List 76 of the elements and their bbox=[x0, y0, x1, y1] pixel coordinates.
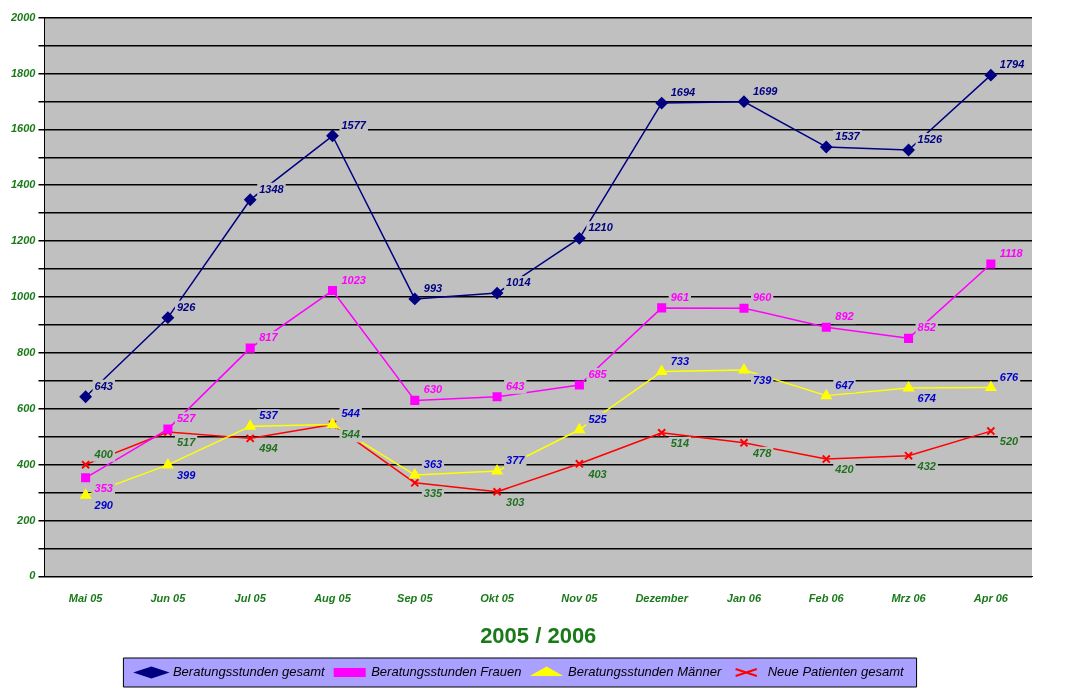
data-label: 643 bbox=[94, 379, 113, 392]
x-tick-label: Mrz 06 bbox=[891, 592, 927, 605]
data-label: 517 bbox=[176, 435, 197, 448]
data-label: 520 bbox=[999, 435, 1020, 448]
data-label: 630 bbox=[423, 383, 444, 396]
data-label: 685 bbox=[588, 368, 608, 381]
legend-label: Beratungsstunden Männer bbox=[568, 664, 722, 680]
data-label: 544 bbox=[341, 428, 360, 441]
data-label: 400 bbox=[93, 447, 114, 460]
legend-label: Beratungsstunden gesamt bbox=[172, 664, 327, 680]
data-label: 494 bbox=[258, 442, 278, 455]
data-label: 527 bbox=[176, 412, 197, 425]
data-label: 1699 bbox=[752, 84, 779, 97]
data-label: 1118 bbox=[999, 247, 1024, 260]
x-tick-label: Jun 05 bbox=[150, 592, 187, 605]
data-label: 1794 bbox=[999, 58, 1025, 71]
data-label: 363 bbox=[423, 458, 443, 471]
x-tick-label: Sep 05 bbox=[397, 592, 434, 605]
y-tick-label: 1800 bbox=[10, 66, 37, 79]
y-tick-label: 1200 bbox=[10, 234, 37, 247]
y-tick-label: 1400 bbox=[10, 178, 37, 191]
y-tick-label: 1600 bbox=[10, 122, 37, 135]
data-label: 290 bbox=[93, 499, 114, 512]
data-label: 817 bbox=[259, 331, 279, 344]
data-label: 353 bbox=[94, 481, 113, 494]
x-tick-label: Apr 06 bbox=[972, 592, 1009, 605]
legend-label: Neue Patienten gesamt bbox=[767, 664, 905, 680]
x-tick-label: Jan 06 bbox=[726, 592, 762, 605]
x-tick-label: Aug 05 bbox=[313, 592, 352, 605]
data-label: 478 bbox=[751, 446, 773, 459]
data-label: 432 bbox=[916, 459, 936, 472]
data-label: 377 bbox=[506, 454, 526, 467]
data-label: 892 bbox=[835, 310, 854, 323]
x-tick-label: Feb 06 bbox=[808, 592, 845, 605]
x-tick-label: Jul 05 bbox=[234, 592, 267, 605]
data-label: 852 bbox=[917, 321, 936, 334]
data-label: 1694 bbox=[670, 86, 696, 99]
data-label: 676 bbox=[999, 370, 1020, 383]
data-label: 525 bbox=[588, 412, 608, 425]
data-label: 739 bbox=[752, 373, 773, 386]
data-label: 674 bbox=[917, 392, 936, 405]
y-tick-label: 800 bbox=[17, 345, 37, 358]
data-label: 303 bbox=[506, 495, 525, 508]
data-label: 1526 bbox=[917, 133, 943, 146]
data-label: 1348 bbox=[259, 182, 285, 195]
y-tick-label: 1000 bbox=[10, 290, 37, 303]
data-label: 647 bbox=[835, 378, 855, 391]
data-label: 733 bbox=[670, 354, 690, 367]
data-label: 1537 bbox=[835, 129, 861, 142]
data-label: 1210 bbox=[588, 221, 614, 234]
data-label: 1014 bbox=[506, 276, 531, 289]
x-tick-label: Mai 05 bbox=[68, 592, 104, 605]
data-label: 399 bbox=[176, 468, 197, 481]
y-tick-label: 600 bbox=[17, 401, 37, 414]
legend-label: Beratungsstunden Frauen bbox=[371, 664, 522, 680]
data-label: 1023 bbox=[341, 273, 366, 286]
data-label: 514 bbox=[670, 436, 690, 449]
x-tick-label: Dezember bbox=[635, 592, 689, 605]
data-label: 420 bbox=[834, 463, 855, 476]
data-label: 544 bbox=[341, 407, 360, 420]
data-label: 960 bbox=[752, 291, 773, 304]
x-axis-title: 2005 / 2006 bbox=[480, 622, 597, 648]
y-tick-label: 0 bbox=[29, 569, 37, 582]
x-tick-label: Nov 05 bbox=[561, 592, 599, 605]
data-label: 335 bbox=[423, 486, 444, 499]
y-tick-label: 2000 bbox=[9, 10, 37, 23]
y-tick-label: 200 bbox=[16, 513, 37, 526]
data-label: 643 bbox=[506, 379, 525, 392]
data-label: 1577 bbox=[341, 118, 367, 131]
data-label: 993 bbox=[423, 281, 443, 294]
x-tick-label: Okt 05 bbox=[480, 592, 515, 605]
y-tick-label: 400 bbox=[16, 457, 37, 470]
data-label: 961 bbox=[670, 290, 690, 303]
data-label: 926 bbox=[176, 300, 197, 313]
data-label: 537 bbox=[259, 409, 279, 422]
data-label: 403 bbox=[587, 467, 607, 480]
